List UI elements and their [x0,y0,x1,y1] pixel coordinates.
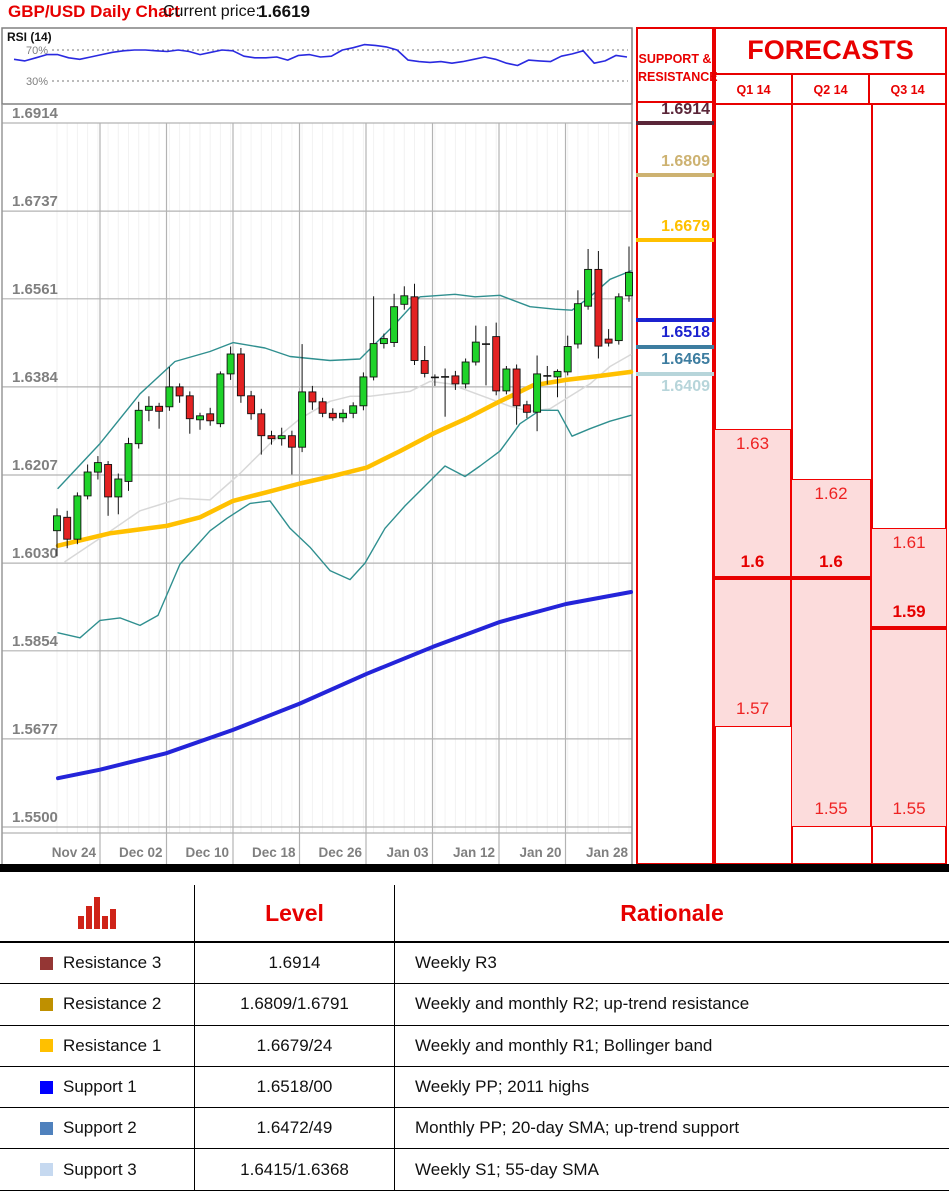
chart-bottom-divider [0,864,949,872]
level-swatch [40,1039,53,1053]
svg-text:1.6030: 1.6030 [12,545,58,562]
level-swatch [40,997,53,1011]
forecast-value-label: 1.62 [814,483,848,503]
bar-chart-icon [78,897,116,929]
forecast-value-label: 1.61 [892,533,926,553]
svg-text:Nov 24: Nov 24 [52,845,97,860]
sr-level-line [636,344,714,349]
table-row-level: 1.6472/49 [195,1108,395,1150]
table-row-level: 1.6809/1.6791 [195,984,395,1026]
table-row-rationale: Weekly S1; 55-day SMA [395,1149,949,1191]
svg-text:Dec 18: Dec 18 [252,845,296,860]
svg-text:30%: 30% [26,76,48,88]
table-row-level: 1.6415/1.6368 [195,1149,395,1191]
current-price-label: Current price: [163,3,260,20]
svg-text:1.6561: 1.6561 [12,281,58,298]
sr-level-line [636,121,714,125]
forecast-quarter-q2: Q2 14 [791,75,868,103]
svg-text:1.6384: 1.6384 [12,369,59,386]
svg-text:RSI (14): RSI (14) [7,30,52,44]
forecast-value-label: 1.6 [819,552,843,572]
table-row-name: Support 3 [0,1149,195,1191]
svg-text:1.5500: 1.5500 [12,809,58,826]
sr-level-label: 1.6409 [661,378,710,396]
sr-level-line [636,173,714,178]
sr-level-line [636,318,714,323]
forecast-value-label: 1.55 [892,799,926,818]
sr-level-label: 1.6809 [661,153,710,171]
forecast-column-divider [871,105,873,865]
forecast-quarter-q1: Q1 14 [736,83,771,97]
table-row-rationale: Monthly PP; 20-day SMA; up-trend support [395,1108,949,1150]
forecast-value-label: 1.57 [735,699,770,719]
forecast-quarter-row: Q1 14 Q2 14 Q3 14 [716,75,945,105]
level-swatch [40,1121,53,1135]
table-row-rationale: Weekly R3 [395,943,949,985]
sr-level-label: 1.6914 [661,101,710,118]
table-row-name: Support 2 [0,1108,195,1150]
svg-text:1.6914: 1.6914 [12,105,59,122]
svg-text:1.6207: 1.6207 [12,457,58,474]
forecast-value-label: 1.55 [814,799,848,818]
level-swatch [40,1163,53,1177]
table-row-name: Resistance 2 [0,984,195,1026]
svg-text:Jan 03: Jan 03 [386,845,429,860]
table-row-name: Support 1 [0,1066,195,1109]
price-chart-canvas: RSI (14)70% 30% Nov 24 Dec 02 Dec 10 Dec 18 De… [1,27,634,864]
sr-level-label: 1.6518 [661,324,710,342]
sr-level-label: 1.6465 [661,350,710,368]
forecast-value-label: 1.6 [740,552,765,572]
table-header-rationale: Rationale [395,885,949,943]
svg-text:70%: 70% [26,45,48,57]
table-row-name: Resistance 3 [0,943,195,985]
forecast-range-box [791,478,871,827]
forecast-range-box [871,528,947,827]
support-resistance-header: SUPPORT & RESISTANCE [638,29,718,103]
svg-text:Jan 12: Jan 12 [453,845,495,860]
table-row-level: 1.6679/24 [195,1025,395,1067]
sr-level-line [636,238,714,242]
forecast-central-line [791,576,871,581]
page-title: GBP/USD Daily Chart [8,2,180,21]
level-swatch [40,1080,53,1094]
level-swatch [40,956,53,970]
svg-text:Dec 02: Dec 02 [119,845,163,860]
table-row-rationale: Weekly and monthly R1; Bollinger band [395,1026,949,1067]
svg-text:1.5677: 1.5677 [12,721,58,738]
table-header-level: Level [195,885,395,943]
svg-text:1.6737: 1.6737 [12,193,58,210]
svg-text:1.5854: 1.5854 [12,633,59,650]
svg-text:Dec 10: Dec 10 [185,845,229,860]
table-row-rationale: Weekly and monthly R2; up-trend resistan… [395,984,949,1026]
table-row-rationale: Weekly PP; 2011 highs [395,1067,949,1109]
table-row-name: Resistance 1 [0,1025,195,1067]
forecast-value-label: 1.59 [892,601,926,621]
svg-text:Dec 26: Dec 26 [318,845,362,860]
forecast-central-line [714,576,791,581]
sr-level-line [636,372,714,377]
forecasts-title: FORECASTS [716,29,945,75]
table-row-level: 1.6518/00 [195,1066,395,1109]
svg-text:Jan 20: Jan 20 [519,845,561,860]
forecast-quarter-q3: Q3 14 [868,75,945,103]
levels-table: Level Rationale Resistance 3 1.6914 Week… [0,885,949,1191]
sr-level-label: 1.6679 [661,218,710,235]
forecast-central-line [871,625,947,630]
svg-text:Jan 28: Jan 28 [586,845,629,860]
table-row-level: 1.6914 [195,943,395,985]
table-header-icon-cell [0,885,195,943]
forecast-value-label: 1.63 [735,433,770,453]
current-price-value: 1.6619 [258,2,310,21]
